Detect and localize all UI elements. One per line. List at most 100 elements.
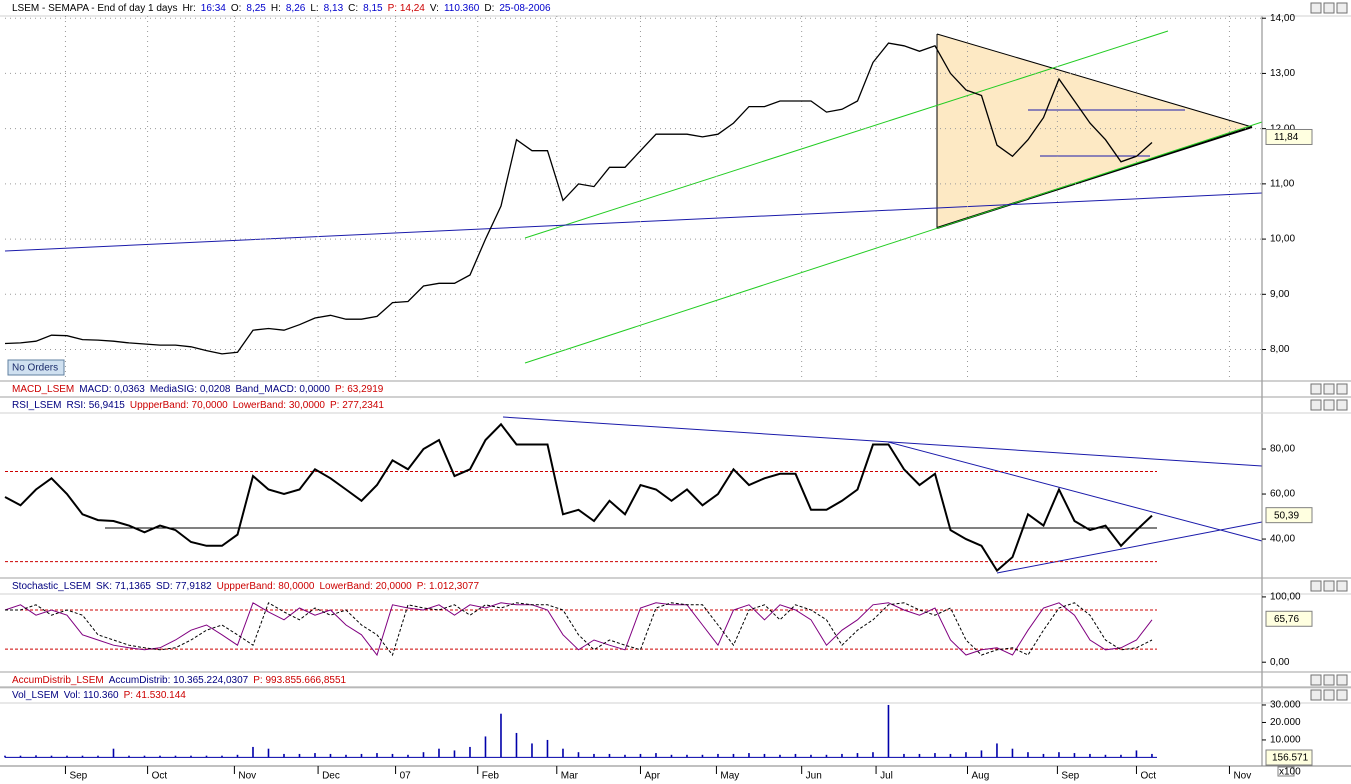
header-text: H:: [271, 3, 281, 14]
window-button[interactable]: [1336, 2, 1348, 14]
volume-bar: [1104, 754, 1107, 758]
last-value-box: [1265, 507, 1313, 524]
header-text: MACD: 0,0363: [79, 384, 145, 395]
window-button[interactable]: [1310, 674, 1322, 686]
window-button[interactable]: [1310, 383, 1322, 395]
header-text: P: 14,24: [388, 3, 426, 14]
window-button[interactable]: [1323, 383, 1335, 395]
volume-bar: [608, 753, 611, 758]
volume-bar: [50, 755, 53, 758]
header-text: Band_MACD: 0,0000: [235, 384, 330, 395]
window-button[interactable]: [1310, 399, 1322, 411]
y-tick-label: 80,00: [1270, 444, 1295, 455]
window-button[interactable]: [1310, 2, 1322, 14]
window-button[interactable]: [1336, 674, 1348, 686]
volume-bar: [717, 753, 719, 758]
window-button[interactable]: [1323, 689, 1335, 701]
trendline: [4, 192, 1263, 252]
header-text: RSI: 56,9415: [66, 400, 125, 411]
header-text: MediaSIG: 0,0208: [150, 384, 231, 395]
volume-bar: [391, 753, 394, 758]
volume-bar: [670, 754, 673, 758]
volume-bar: [825, 754, 828, 758]
volume-bar: [236, 754, 239, 758]
x-tick-label: Nov: [238, 771, 256, 782]
header-text: 8,15: [363, 3, 383, 14]
y-tick-label: 10,00: [1270, 234, 1295, 245]
volume-bar: [887, 704, 890, 758]
volume-bar: [81, 755, 84, 758]
unit-box: [1277, 766, 1295, 777]
triangle-fill: [937, 34, 1252, 228]
trendline: [524, 121, 1263, 364]
volume-bar: [701, 754, 704, 758]
last-value-label: 65,76: [1274, 614, 1299, 625]
x-tick-label: Sep: [69, 771, 87, 782]
panel-header: MACD_LSEM MACD: 0,0363 MediaSIG: 0,0208 Ban…: [12, 384, 384, 395]
window-button[interactable]: [1310, 580, 1322, 592]
header-text: O:: [231, 3, 242, 14]
volume-bar: [1058, 752, 1060, 758]
header-text: AccumDistrib_LSEM: [12, 675, 104, 686]
header-text: MACD_LSEM: [12, 384, 74, 395]
volume-bar: [624, 754, 626, 758]
no-orders-box[interactable]: [7, 359, 65, 376]
volume-bar: [422, 752, 425, 758]
header-text: SK: 71,1365: [96, 581, 151, 592]
last-value-box: [1265, 128, 1313, 145]
volume-bar: [1073, 753, 1076, 758]
header-text: 25-08-2006: [499, 3, 551, 14]
volume-bar: [453, 750, 456, 758]
volume-bar: [934, 753, 936, 758]
window-button[interactable]: [1323, 399, 1335, 411]
volume-bar: [593, 753, 595, 758]
volume-bar: [1151, 753, 1153, 758]
window-button[interactable]: [1323, 2, 1335, 14]
x-tick-label: 07: [400, 771, 412, 782]
header-text: 110.360: [444, 3, 480, 14]
volume-bar: [112, 748, 115, 758]
volume-bar: [562, 748, 564, 758]
header-text: LowerBand: 30,0000: [233, 400, 326, 411]
series-line: [4, 602, 1153, 657]
volume-bar: [748, 753, 750, 758]
header-text: 8,25: [246, 3, 266, 14]
x-tick-label: Apr: [644, 771, 660, 782]
volume-bar: [515, 732, 518, 758]
volume-bar: [35, 755, 37, 758]
window-button[interactable]: [1336, 689, 1348, 701]
panel-header: LSEM - SEMAPA - End of day 1 days Hr: 16:3…: [12, 3, 551, 14]
header-text: RSI_LSEM: [12, 400, 61, 411]
volume-bar: [639, 753, 642, 758]
window-button[interactable]: [1323, 580, 1335, 592]
y-tick-label: 30.000: [1270, 700, 1301, 711]
y-tick-label: 12,00: [1270, 123, 1295, 134]
window-button[interactable]: [1310, 689, 1322, 701]
trendline: [936, 33, 1253, 128]
volume-bar: [965, 752, 967, 758]
header-text: P: 41.530.144: [124, 690, 187, 701]
window-button[interactable]: [1336, 383, 1348, 395]
volume-bar: [856, 753, 859, 758]
unit-label: x100: [1279, 767, 1301, 778]
last-value-box: [1265, 610, 1313, 627]
x-tick-label: Feb: [482, 771, 500, 782]
volume-bar: [763, 753, 766, 758]
volume-bar: [360, 753, 363, 758]
window-button[interactable]: [1323, 674, 1335, 686]
last-value-box: [1265, 749, 1313, 766]
series-line: [4, 42, 1153, 355]
series-line: [5, 602, 1153, 657]
volume-bar: [376, 753, 378, 758]
last-value-label: 156.571: [1272, 753, 1309, 764]
header-text: Stochastic_LSEM: [12, 581, 91, 592]
last-value-label: 50,39: [1274, 510, 1299, 521]
window-button[interactable]: [1336, 580, 1348, 592]
header-text: UppperBand: 80,0000: [217, 581, 315, 592]
window-button[interactable]: [1336, 399, 1348, 411]
volume-bar: [128, 755, 130, 758]
header-text: Vol_LSEM: [12, 690, 59, 701]
header-text: AccumDistrib: 10.365.224,0307: [109, 675, 249, 686]
volume-bar: [143, 755, 146, 758]
